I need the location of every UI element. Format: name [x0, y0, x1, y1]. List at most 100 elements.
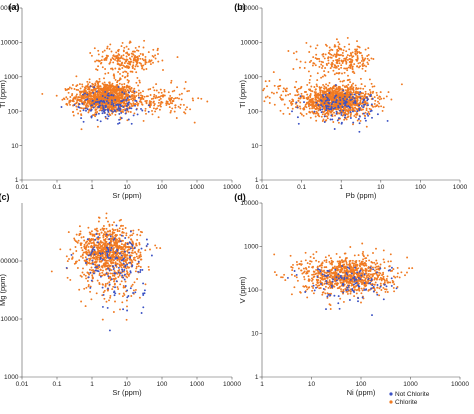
- data-point: [94, 238, 97, 241]
- data-point: [371, 85, 374, 88]
- data-point: [337, 45, 340, 48]
- data-point: [95, 113, 98, 116]
- data-point: [375, 265, 378, 268]
- data-point: [170, 98, 172, 101]
- data-point: [115, 97, 118, 100]
- data-point: [128, 251, 131, 254]
- data-point: [299, 101, 302, 104]
- data-point: [135, 63, 138, 66]
- data-point: [341, 88, 344, 90]
- data-point: [391, 281, 394, 284]
- data-point: [82, 91, 85, 94]
- data-point: [320, 63, 323, 66]
- data-point: [121, 110, 124, 113]
- data-point: [107, 110, 110, 113]
- data-point: [102, 100, 105, 103]
- data-point: [159, 105, 162, 108]
- data-point: [328, 49, 331, 52]
- data-point: [151, 113, 154, 116]
- data-point: [71, 257, 74, 260]
- data-point: [106, 253, 109, 256]
- data-point: [311, 285, 314, 288]
- data-point: [347, 99, 350, 102]
- data-point: [99, 257, 102, 260]
- data-point: [106, 106, 109, 109]
- data-point: [113, 87, 116, 90]
- data-point: [321, 108, 324, 111]
- data-point: [152, 61, 154, 64]
- data-point: [266, 85, 268, 88]
- data-point: [111, 244, 113, 247]
- data-point: [93, 94, 96, 97]
- data-point: [334, 101, 337, 104]
- data-point: [344, 67, 347, 70]
- data-point: [127, 81, 130, 84]
- data-point: [157, 96, 160, 99]
- data-point: [121, 301, 124, 304]
- data-point: [111, 274, 114, 277]
- data-point: [85, 260, 88, 263]
- data-point: [171, 96, 173, 99]
- data-point: [106, 230, 109, 233]
- series-chlorite: [41, 39, 209, 131]
- data-point: [133, 281, 136, 284]
- data-point: [129, 247, 132, 250]
- data-point: [102, 269, 104, 272]
- data-point: [101, 254, 104, 257]
- data-point: [370, 82, 373, 85]
- data-point: [297, 93, 300, 96]
- data-point: [330, 48, 333, 51]
- data-point: [321, 94, 324, 97]
- data-point: [109, 235, 112, 238]
- data-point: [81, 256, 84, 259]
- data-point: [330, 53, 333, 56]
- data-point: [150, 254, 153, 257]
- y-tick-label: 1000: [4, 74, 19, 81]
- data-point: [323, 110, 326, 113]
- data-point: [350, 91, 353, 94]
- data-point: [343, 79, 345, 82]
- data-point: [126, 289, 129, 292]
- data-point: [192, 99, 195, 102]
- data-point: [377, 105, 380, 108]
- data-point: [157, 101, 160, 104]
- y-tick-label: 10000: [0, 40, 18, 47]
- data-point: [360, 104, 363, 107]
- data-point: [110, 103, 113, 106]
- data-point: [73, 238, 76, 241]
- data-point: [124, 104, 127, 107]
- data-point: [124, 96, 127, 98]
- data-point: [65, 266, 68, 269]
- x-tick-label: 0.1: [297, 184, 306, 191]
- data-point: [99, 268, 102, 271]
- data-point: [88, 242, 91, 245]
- data-point: [99, 240, 102, 243]
- data-point: [309, 116, 312, 119]
- data-point: [173, 97, 175, 100]
- data-point: [329, 53, 331, 55]
- data-point: [182, 103, 185, 106]
- data-point: [144, 249, 147, 252]
- data-point: [126, 119, 129, 122]
- data-point: [80, 242, 83, 245]
- data-point: [339, 80, 342, 83]
- data-point: [108, 241, 111, 244]
- data-point: [342, 97, 345, 100]
- data-point: [322, 55, 325, 58]
- y-tick-label: 100: [248, 108, 259, 115]
- data-point: [98, 60, 101, 63]
- data-point: [107, 102, 110, 104]
- data-point: [364, 70, 367, 72]
- data-point: [82, 107, 85, 110]
- data-point: [144, 109, 147, 112]
- data-point: [102, 291, 105, 294]
- data-point: [135, 91, 138, 94]
- data-point: [280, 276, 283, 279]
- data-point: [124, 112, 127, 115]
- data-point: [115, 256, 118, 259]
- data-point: [132, 61, 135, 64]
- data-point: [99, 62, 102, 65]
- data-point: [311, 104, 314, 107]
- data-point: [98, 274, 101, 276]
- data-point: [133, 247, 136, 250]
